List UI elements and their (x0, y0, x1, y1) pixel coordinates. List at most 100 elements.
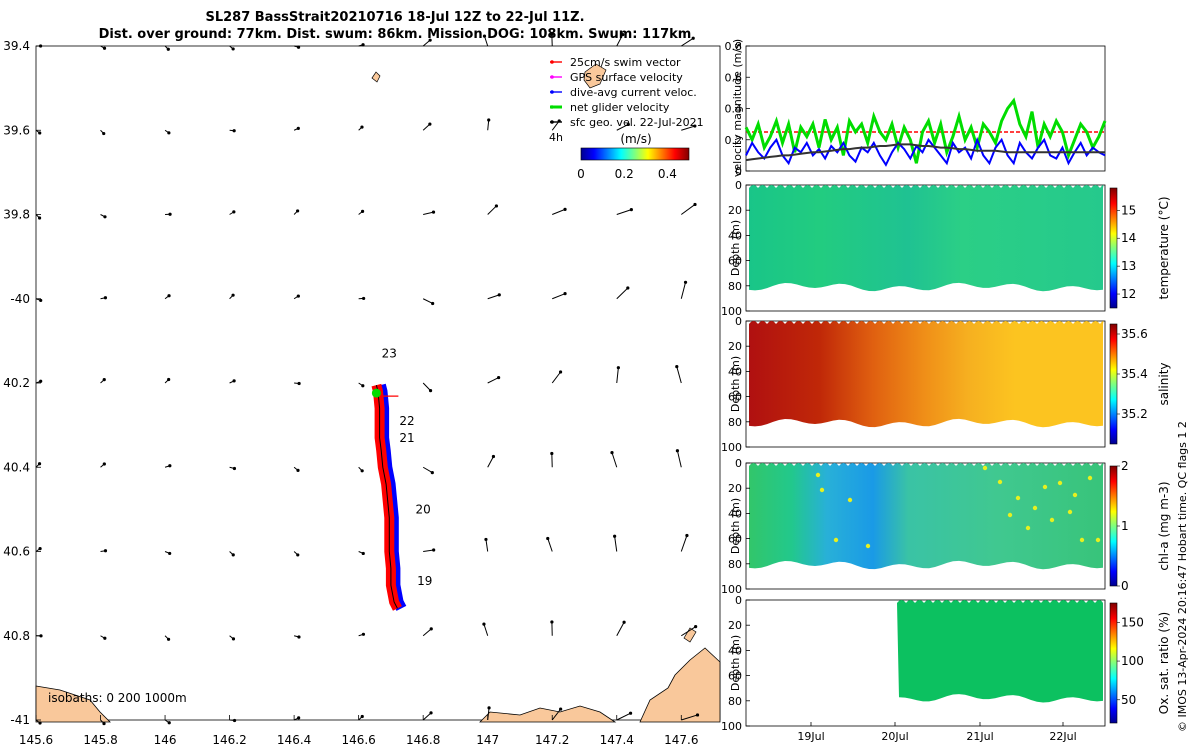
geo-velocity-arrow (681, 714, 698, 721)
colorbar-tick-label: 50 (1121, 693, 1136, 707)
geo-velocity-arrowhead (497, 293, 501, 297)
geo-velocity-arrowhead (102, 46, 107, 50)
geo-velocity-arrowhead (428, 388, 433, 393)
geo-velocity-arrowhead (484, 537, 488, 542)
legend-label: net glider velocity (570, 101, 670, 114)
depth-tick-label: 60 (728, 255, 742, 268)
geo-velocity-arrowhead (482, 34, 487, 38)
geo-velocity-arrowhead (102, 721, 106, 726)
geo-velocity-arrowhead (628, 711, 633, 715)
lon-tick-label: 147.6 (664, 733, 698, 747)
colorbar-tick-label: 13 (1121, 259, 1136, 273)
geo-velocity-arrowhead (102, 378, 106, 382)
chla-high-point (1007, 512, 1013, 518)
geo-velocity-arrow (616, 621, 625, 636)
velocity-ticks: 0 0.2 0.4 0.6 0.8 (725, 40, 750, 178)
geo-velocity-arrowhead (487, 706, 491, 710)
day-label: 19 (417, 574, 432, 588)
geo-velocity-arrowhead (166, 47, 170, 51)
colorbar-tick-label: 35.4 (1121, 367, 1148, 381)
geo-velocity-arrow (616, 34, 624, 47)
section-panel-chla: 0 20 40 60 80 100 Depth (m) 2 1 0 chl-a (mg m-3) (721, 457, 1171, 596)
lat-tick-label: 39.6 (3, 123, 30, 137)
geo-velocity-arrowhead (487, 118, 491, 122)
chla-high-point (1032, 505, 1038, 511)
map-frame (35, 45, 721, 721)
colorbar-tick-label: 14 (1121, 231, 1136, 245)
legend-extra-label: 4h (549, 131, 563, 144)
geo-velocity-arrowhead (103, 549, 108, 553)
credit-text: © IMOS 13-Apr-2024 20:16:47 Hobart time.… (1176, 421, 1189, 732)
time-tick-label: 21Jul (966, 730, 993, 743)
geo-velocity-arrow (487, 377, 499, 384)
geo-velocity-arrowhead (232, 210, 236, 214)
geo-velocity-arrowhead (168, 551, 172, 556)
lat-tick-label: 39.4 (3, 39, 30, 53)
lat-tick-label: 40.4 (3, 460, 30, 474)
depth-axis-label: Depth (m) (729, 356, 742, 412)
velocity-tick-label: 0 (735, 165, 742, 178)
land-east (639, 647, 721, 723)
geo-velocity-arrowhead (482, 622, 486, 626)
depth-tick-label: 80 (728, 695, 742, 708)
lon-tick-label: 146.2 (212, 733, 246, 747)
geo-velocity-arrowhead (168, 212, 172, 216)
depth-tick-label: 60 (728, 391, 742, 404)
colorbar-tick-label: 100 (1121, 654, 1144, 668)
geo-velocity-arrowhead (563, 207, 567, 211)
colorbar-tick-label: 12 (1121, 287, 1136, 301)
day-label: 22 (399, 414, 414, 428)
legend-swatch-head (550, 120, 554, 124)
geo-velocity-arrow (487, 294, 500, 300)
legend-label: sfc geo. vel. 22-Jul-2021 (570, 116, 704, 129)
depth-tick-label: 100 (721, 305, 742, 318)
chla-high-point (1025, 525, 1031, 531)
geo-velocity-arrow (483, 623, 489, 636)
depth-tick-label: 20 (728, 340, 742, 353)
velocity-ylabel: velocity magnitude (m/s) (731, 39, 744, 177)
depth-tick-label: 20 (728, 482, 742, 495)
geo-velocity-arrowhead (431, 301, 435, 306)
chla-high-point (1067, 509, 1073, 515)
depth-tick-label: 60 (728, 533, 742, 546)
day-label: 20 (416, 503, 431, 517)
geo-velocity-arrowhead (361, 632, 366, 636)
chla-high-point (1087, 475, 1093, 481)
geo-velocity-arrowhead (429, 627, 433, 631)
section-colorbar (1109, 187, 1118, 309)
section-data-temperature (749, 185, 1104, 292)
depth-tick-label: 40 (728, 644, 742, 657)
chla-high-point (1015, 495, 1021, 501)
geostrophic-velocity-field (35, 32, 700, 726)
latitude-ticks: 39.4 39.6 39.8 -40 40.2 40.4 40.6 40.8 -41 (3, 39, 41, 727)
geo-velocity-arrow (485, 539, 489, 552)
geo-velocity-arrow (552, 208, 566, 215)
geo-velocity-arrow (551, 708, 562, 721)
colorbar-tick-label: 0.2 (615, 167, 634, 181)
isobaths-label: isobaths: 0 200 1000m (48, 691, 187, 705)
geo-velocity-arrowhead (497, 375, 501, 380)
geo-velocity-arrowhead (37, 462, 42, 466)
section-colorbar (1109, 602, 1118, 724)
geo-velocity-arrowhead (38, 131, 42, 135)
geo-velocity-arrowhead (629, 207, 633, 212)
section-colorbar (1109, 465, 1118, 587)
island-legend (583, 63, 607, 89)
chla-high-point (982, 465, 988, 471)
geo-velocity-arrow (616, 124, 629, 131)
net-glider-velocity-marker (371, 388, 381, 398)
geo-velocity-arrow (616, 287, 629, 300)
depth-tick-label: 60 (728, 670, 742, 683)
geo-velocity-arrowhead (360, 209, 365, 214)
legend-label: dive-avg current veloc. (570, 86, 697, 99)
geo-velocity-arrowhead (550, 451, 554, 456)
geo-velocity-arrowhead (296, 45, 301, 49)
legend-label: GPS surface velocity (570, 71, 683, 84)
geo-velocity-arrow (614, 536, 618, 552)
geo-velocity-arrow (423, 211, 434, 215)
geo-velocity-arrowhead (626, 122, 630, 127)
colorbar-axis-label: Ox. sat. ratio (%) (1157, 612, 1171, 714)
geo-velocity-arrowhead (232, 466, 237, 471)
depth-tick-label: 40 (728, 507, 742, 520)
geo-velocity-arrowhead (231, 553, 235, 557)
